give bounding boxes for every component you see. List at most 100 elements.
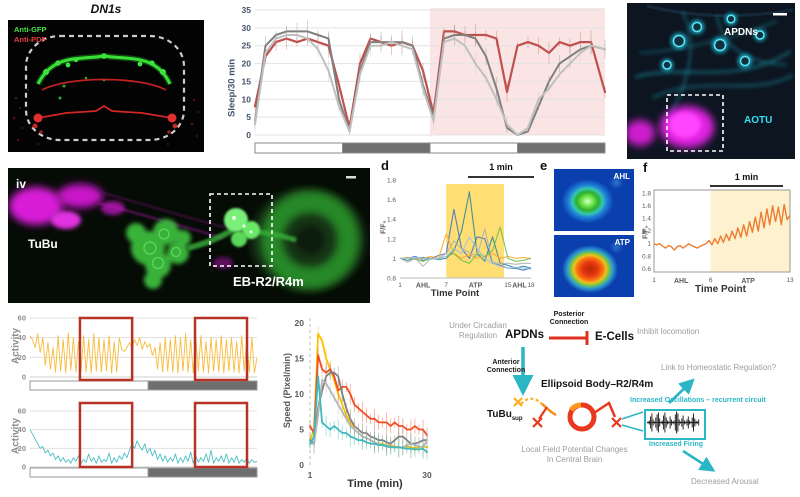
spike-waveform (647, 411, 700, 434)
panel-f-scalebar-line (710, 185, 783, 187)
scale-bar (346, 176, 356, 179)
panel-f-ylabel: F/F₀ (642, 225, 650, 240)
apdn-neurites (634, 10, 794, 126)
svg-text:25: 25 (242, 41, 252, 51)
firing-waveform-box (644, 409, 706, 440)
dn1s-micrograph: Anti-GFP Anti-PDF (8, 20, 204, 152)
svg-text:40: 40 (18, 425, 26, 434)
svg-text:AHL: AHL (512, 283, 527, 290)
svg-text:1: 1 (308, 470, 313, 480)
ahl-image-label: AHL (613, 172, 630, 181)
pdf-signal (32, 78, 178, 134)
activity2-ylabel: Activity (10, 417, 22, 455)
calcium-image-ahl: AHL (554, 169, 634, 231)
svg-text:0: 0 (22, 463, 26, 472)
svg-text:6: 6 (709, 277, 713, 284)
svg-text:10: 10 (242, 94, 252, 104)
svg-text:ATP: ATP (741, 278, 755, 285)
svg-text:20: 20 (295, 318, 305, 328)
panel-dn1s-title: DN1s (90, 2, 122, 16)
svg-text:5: 5 (299, 425, 304, 435)
tubu-eb-micrograph: iv TuBu EB-R2/R4m (8, 168, 370, 303)
aotu-label: AOTU (744, 115, 772, 126)
activity1-ylabel: Activity (10, 327, 22, 365)
label-increased-oscillations: Increased Oscillations – recurrent circu… (630, 397, 766, 404)
inhibition-arrow (549, 331, 589, 345)
tubu-subscript: sup (511, 416, 523, 422)
apdn-cell-bodies (661, 13, 766, 71)
svg-text:10: 10 (295, 389, 305, 399)
panel-d-scalebar-label: 1 min (489, 162, 513, 172)
label-increased-firing: Increased Firing (649, 441, 704, 448)
svg-text:35: 35 (242, 5, 252, 15)
svg-text:0: 0 (299, 460, 304, 470)
svg-text:5: 5 (246, 112, 251, 122)
svg-text:0.8: 0.8 (642, 253, 651, 260)
panel-dn1s: DN1s Anti-GFP Anti-PDF (8, 0, 204, 154)
panel-f-chart: 0.6 0.8 1 1.2 1.4 1.6 1.8 1 6 13 AHL ATP (642, 189, 794, 285)
svg-text:20: 20 (18, 444, 26, 453)
aotu-roi-dashed-box (666, 94, 724, 152)
eb-roi-dashed-box (209, 193, 273, 267)
tubu-label: TuBu (28, 237, 58, 251)
svg-text:1.2: 1.2 (387, 236, 396, 243)
svg-text:1: 1 (398, 282, 402, 289)
summary-diagram: Under Circadian Regulation APDNs Posteri… (425, 305, 800, 497)
panel-iv-index: iv (16, 177, 26, 191)
tubu-text: TuBu (487, 409, 512, 420)
stain-label-gfp: Anti-GFP (14, 25, 47, 34)
central-green-cluster (126, 219, 297, 289)
panel-d-scalebar-line (468, 176, 534, 178)
activity-chart-cyan: 0 20 40 60 (18, 401, 258, 478)
svg-text:40: 40 (18, 333, 26, 342)
label-under-circadian: Under Circadian Regulation (449, 321, 507, 340)
svg-text:15: 15 (295, 354, 305, 364)
svg-text:7: 7 (444, 282, 448, 289)
stain-label-pdf: Anti-PDF (14, 35, 46, 44)
label-ellipsoid-body: Ellipsoid Body–R2/R4m (541, 379, 654, 390)
speed-chart: 0 5 10 15 20 1 30 (295, 318, 432, 480)
brain-edge (646, 4, 794, 18)
speed-xlabel: Time (min) (347, 478, 403, 490)
brain-outline-dashed (24, 34, 186, 142)
homeostatic-arrow (668, 378, 695, 404)
svg-text:30: 30 (242, 23, 252, 33)
svg-text:0.6: 0.6 (642, 266, 651, 273)
label-apdns: APDNs (505, 329, 544, 341)
svg-text:60: 60 (18, 407, 26, 416)
panel-f-index: f (643, 160, 648, 175)
label-decreased-arousal: Decreased Arousal (691, 477, 759, 486)
svg-text:0: 0 (22, 373, 26, 382)
sleep-chart: 0 5 10 15 20 25 30 35 (242, 5, 607, 154)
svg-text:1.4: 1.4 (642, 215, 651, 222)
label-homeostatic-link: Link to Homeostatic Regulation? (661, 363, 777, 372)
label-lfp-changes: Local Field Potential Changes In Central… (521, 445, 628, 464)
gfp-signal (35, 52, 173, 100)
svg-text:1.8: 1.8 (642, 190, 651, 197)
svg-text:30: 30 (422, 470, 432, 480)
svg-text:1: 1 (392, 256, 396, 263)
activity-chart-orange: 0 20 40 60 (18, 314, 258, 391)
atp-image-label: ATP (614, 238, 630, 247)
svg-text:18: 18 (527, 282, 535, 289)
arousal-arrow (682, 449, 716, 472)
svg-text:15: 15 (504, 282, 512, 289)
scale-bar (773, 13, 787, 16)
svg-text:0.8: 0.8 (387, 276, 396, 283)
aotu-signal (627, 106, 714, 148)
panel-d-ylabel: F/F₀ (380, 220, 388, 235)
panel-e: e AHL ATP (538, 156, 640, 302)
svg-text:1: 1 (652, 277, 656, 284)
svg-text:1.4: 1.4 (387, 217, 396, 224)
svg-text:1.6: 1.6 (642, 203, 651, 210)
svg-text:20: 20 (242, 59, 252, 69)
boxed-green-glomerulus (224, 208, 260, 247)
calcium-image-atp: ATP (554, 235, 634, 297)
panel-e-index: e (540, 158, 548, 173)
sleep-ylabel: Sleep/30 min (226, 58, 238, 117)
tubu-magenta-cluster (9, 184, 239, 269)
red-speckles (12, 89, 199, 145)
panel-d-index: d (381, 158, 389, 173)
svg-text:ATP: ATP (469, 283, 483, 290)
